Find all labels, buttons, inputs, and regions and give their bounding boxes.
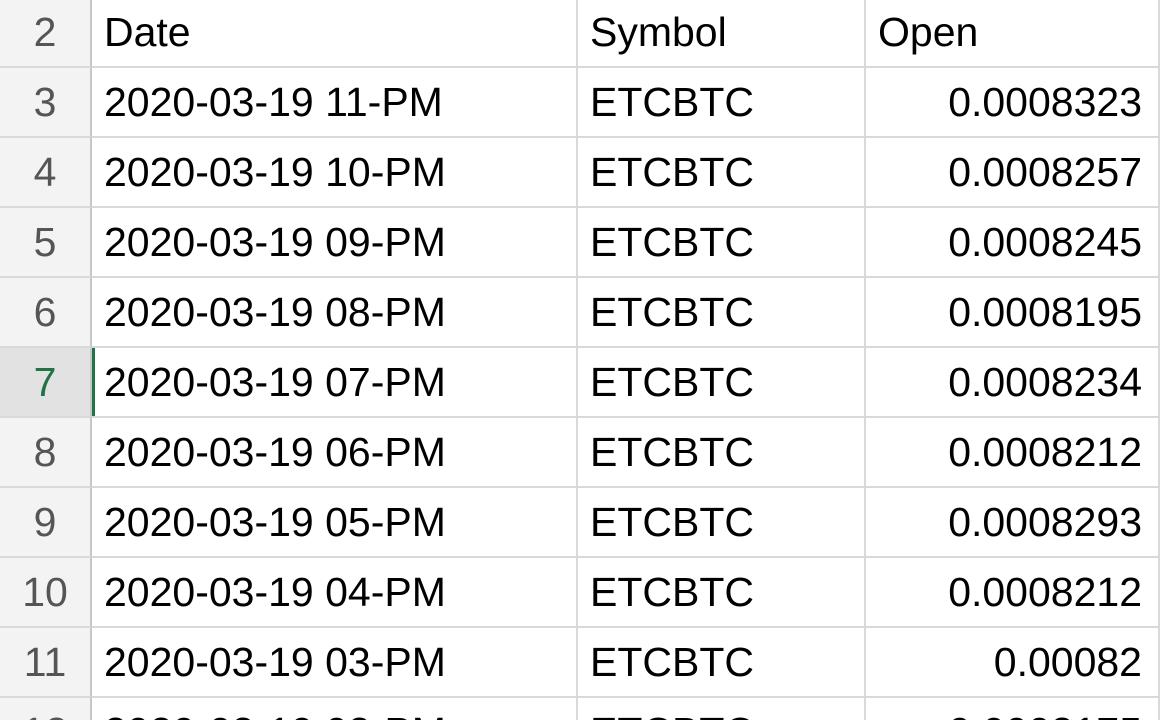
cell[interactable]: Date	[92, 0, 578, 68]
row-header[interactable]: 3	[0, 68, 92, 138]
row-header[interactable]: 9	[0, 488, 92, 558]
cell[interactable]: 0.00082	[866, 628, 1160, 698]
cell[interactable]: ETCBTC	[578, 488, 866, 558]
cell[interactable]: 0.0008323	[866, 68, 1160, 138]
cell[interactable]: 0.0008293	[866, 488, 1160, 558]
cell[interactable]: 2020-03-19 03-PM	[92, 628, 578, 698]
cell[interactable]: ETCBTC	[578, 278, 866, 348]
cell[interactable]: 2020-03-19 07-PM	[92, 348, 578, 418]
row-header[interactable]: 2	[0, 0, 92, 68]
cell[interactable]: ETCBTC	[578, 68, 866, 138]
cell[interactable]: 2020-03-19 02-PM	[92, 698, 578, 720]
cell[interactable]: 0.0008245	[866, 208, 1160, 278]
cell[interactable]: 2020-03-19 06-PM	[92, 418, 578, 488]
cell[interactable]: 0.0008212	[866, 558, 1160, 628]
cell[interactable]: 2020-03-19 09-PM	[92, 208, 578, 278]
cell[interactable]: ETCBTC	[578, 138, 866, 208]
cell[interactable]: 2020-03-19 04-PM	[92, 558, 578, 628]
cell[interactable]: Open	[866, 0, 1160, 68]
row-header[interactable]: 7	[0, 348, 92, 418]
cell[interactable]: ETCBTC	[578, 558, 866, 628]
row-header[interactable]: 12	[0, 698, 92, 720]
cell[interactable]: ETCBTC	[578, 348, 866, 418]
cell[interactable]: 0.0008175	[866, 698, 1160, 720]
cell[interactable]: 2020-03-19 08-PM	[92, 278, 578, 348]
cell[interactable]: ETCBTC	[578, 628, 866, 698]
cell[interactable]: 0.0008234	[866, 348, 1160, 418]
cell[interactable]: 2020-03-19 05-PM	[92, 488, 578, 558]
cell[interactable]: Symbol	[578, 0, 866, 68]
row-header[interactable]: 5	[0, 208, 92, 278]
cell[interactable]: 2020-03-19 10-PM	[92, 138, 578, 208]
cell[interactable]: ETCBTC	[578, 418, 866, 488]
row-header[interactable]: 8	[0, 418, 92, 488]
row-header[interactable]: 10	[0, 558, 92, 628]
cell[interactable]: 0.0008257	[866, 138, 1160, 208]
cell[interactable]: ETCBTC	[578, 698, 866, 720]
cell[interactable]: 0.0008195	[866, 278, 1160, 348]
cell[interactable]: 2020-03-19 11-PM	[92, 68, 578, 138]
row-header[interactable]: 4	[0, 138, 92, 208]
cell[interactable]: 0.0008212	[866, 418, 1160, 488]
row-header[interactable]: 11	[0, 628, 92, 698]
row-header[interactable]: 6	[0, 278, 92, 348]
cell[interactable]: ETCBTC	[578, 208, 866, 278]
